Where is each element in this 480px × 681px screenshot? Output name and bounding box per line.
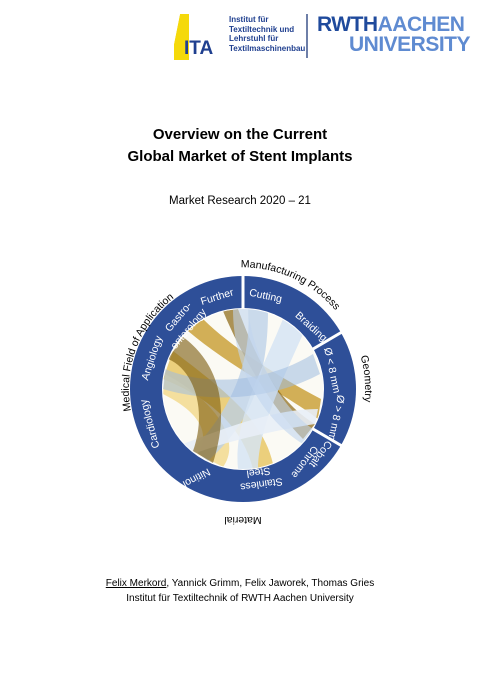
document-subtitle: Market Research 2020 – 21 [169,195,311,207]
ita-institute-name: Institut für Textiltechnik und Lehrstuhl… [229,15,306,53]
first-author: Felix Merkord [105,578,167,589]
ring-separators [241,275,343,448]
rwth-logo-line2: UNIVERSITY [349,33,471,56]
stent-market-chord-diagram: Further Gastro- enterology Angiology Car… [120,258,374,526]
document-title: Overview on the Current Global Market of… [0,124,480,168]
ita-logo-mark: ITA [172,14,213,60]
title-line-1: Overview on the Current [152,126,328,143]
co-authors: , Yannick Grimm, Felix Jaworek, Thomas G… [166,578,375,589]
ita-mark-text: ITA [184,38,213,59]
category-material: Material [224,514,261,526]
segment-steel: Steel [246,464,271,479]
chord-ribbons [163,309,323,469]
title-line-2: Global Market of Stent Implants [127,148,353,165]
institute-affiliation: Institut für Textiltechnik of RWTH Aache… [126,593,354,604]
rwth-logo: RWTHAACHEN UNIVERSITY [317,13,471,58]
rwth-logo-line1: RWTHAACHEN [317,13,465,36]
category-geometry: Geometry [358,354,374,403]
ita-logo: ITA Institut für Textiltechnik und Lehrs… [172,14,312,60]
logo-divider [306,14,308,58]
segment-stainless: Stainless [239,475,283,493]
author-list: Felix Merkord, Yannick Grimm, Felix Jawo… [0,577,480,591]
